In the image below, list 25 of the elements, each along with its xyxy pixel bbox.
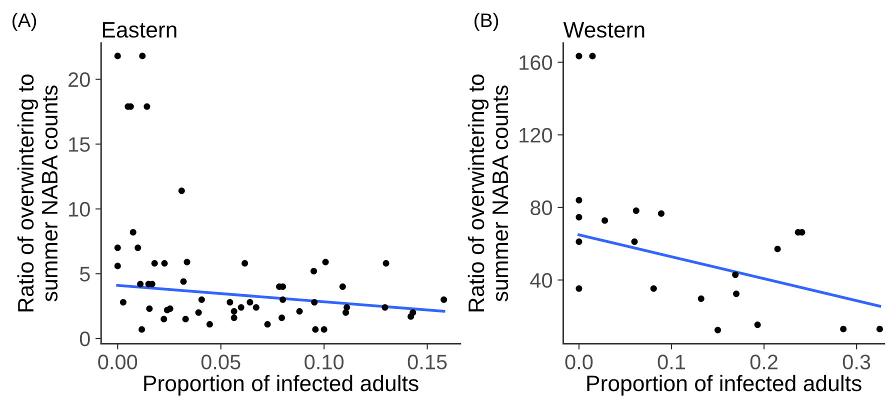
x-tick-label: 0.05 — [201, 354, 240, 370]
text: (A) — [12, 12, 36, 31]
y-tick-label: 80 — [530, 200, 552, 216]
y-tick-label: 15 — [69, 137, 90, 152]
x-tick-label: 0.0 — [565, 354, 593, 370]
chart-title: Eastern — [102, 22, 176, 38]
x-axis-title: Proportion of infected adults — [144, 374, 418, 396]
x-tick-label: 0.3 — [842, 354, 870, 370]
y-axis-title: Ratio of overwintering to summer NABA counts — [468, 74, 508, 312]
y-tick-label: 160 — [520, 55, 552, 70]
x-tick-label: 0.00 — [98, 354, 138, 370]
y-tick-label: 5 — [80, 266, 90, 282]
x-axis-title: Proportion of infected adults — [587, 374, 862, 396]
y-tick-label: 40 — [530, 273, 552, 288]
y-tick-label: 0 — [80, 332, 90, 346]
chart-title: Western — [563, 22, 644, 38]
y-axis-title: Ratio of overwintering to summer NABA counts — [17, 74, 58, 312]
x-tick-label: 0.1 — [658, 354, 685, 370]
x-tick-label: 0.2 — [750, 354, 778, 370]
x-tick-label: 0.10 — [304, 354, 344, 370]
y-tick-label: 20 — [68, 72, 90, 88]
y-tick-label: 120 — [520, 128, 552, 143]
y-tick-label: 10 — [69, 202, 90, 217]
text: (B) — [474, 12, 498, 31]
x-tick-label: 0.15 — [408, 354, 447, 370]
